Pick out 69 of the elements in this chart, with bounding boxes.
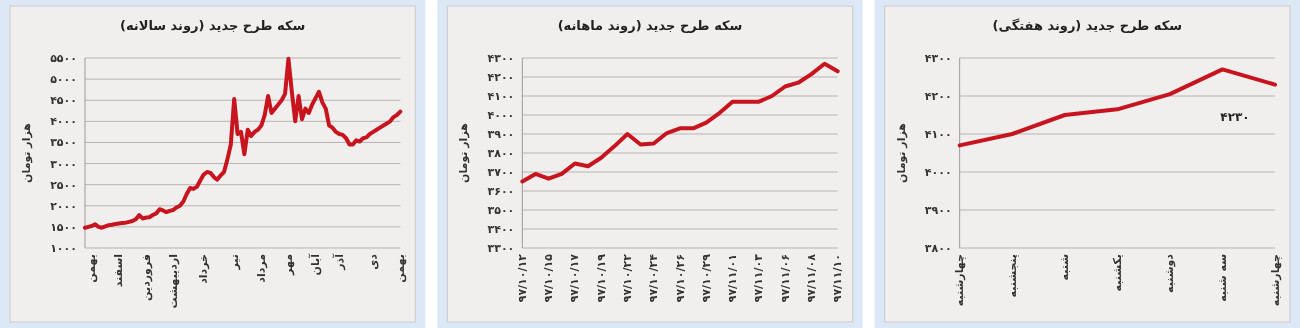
annotation: ۴۲۳۰ bbox=[1220, 109, 1250, 124]
x-tick-label: ۹۷/۱۰/۲۹ bbox=[699, 253, 713, 303]
y-tick-label: ۴۰۰۰ bbox=[487, 109, 515, 122]
chart-title: سکه طرح جدید (روند ماهانه) bbox=[557, 18, 743, 33]
x-tick-label: بهمن bbox=[85, 254, 99, 283]
x-tick-label: ۹۷/۱۰/۲۴ bbox=[647, 253, 661, 303]
y-tick-label: ۳۸۰۰ bbox=[487, 147, 515, 160]
x-tick-label: ۹۷/۱۱/۰۸ bbox=[804, 253, 818, 303]
line-series bbox=[520, 61, 840, 184]
y-tick-label: ۳۵۰۰ bbox=[487, 204, 515, 217]
x-tick-label: فروردین bbox=[139, 254, 153, 301]
y-tick-label: ۳۳۰۰ bbox=[487, 242, 515, 255]
x-tick-label: آبان bbox=[308, 253, 323, 276]
x-tick-label: اردیبهشت bbox=[166, 254, 180, 309]
chart-title: سکه طرح جدید (روند هفتگی) bbox=[992, 18, 1183, 33]
x-tick-label: پنجشنبه bbox=[1005, 254, 1019, 298]
x-tick-label: مرداد bbox=[254, 254, 268, 283]
x-tick-label: مهر bbox=[281, 254, 295, 276]
y-tick-label: ۳۹۰۰ bbox=[487, 128, 515, 141]
x-tick-label: اسفند bbox=[112, 254, 126, 288]
x-tick-label: ۹۷/۱۱/۰۳ bbox=[752, 253, 766, 303]
x-tick-label: ۹۷/۱۰/۲۶ bbox=[673, 254, 687, 303]
y-tick-label: ۴۰۰۰ bbox=[50, 115, 77, 129]
y-tick-label: ۳۸۰۰ bbox=[924, 242, 952, 255]
y-tick-label: ۴۳۰۰ bbox=[487, 52, 515, 65]
y-axis-title: هزار تومان bbox=[894, 123, 908, 183]
y-tick-label: ۳۹۰۰ bbox=[924, 204, 952, 217]
y-tick-label: ۳۴۰۰ bbox=[487, 223, 515, 236]
y-tick-label: ۳۵۰۰ bbox=[50, 136, 77, 150]
y-tick-label: ۴۲۰۰ bbox=[487, 71, 515, 84]
x-tick-label: ۹۷/۱۱/۱۰ bbox=[831, 254, 845, 303]
y-tick-label: ۳۰۰۰ bbox=[50, 157, 77, 171]
x-tick-label: ۹۷/۱۱/۰۶ bbox=[778, 254, 792, 303]
x-tick-label: ۹۷/۱۰/۱۹ bbox=[594, 253, 608, 303]
x-tick-label: شنبه bbox=[1058, 254, 1072, 281]
x-tick-label: ۹۷/۱۰/۱۲ bbox=[515, 253, 529, 303]
y-tick-label: ۱۵۰۰ bbox=[50, 220, 77, 234]
x-tick-label: ۹۷/۱۱/۰۱ bbox=[726, 254, 740, 303]
x-tick-label: خرداد bbox=[197, 254, 211, 284]
y-tick-label: ۴۰۰۰ bbox=[924, 166, 952, 179]
y-axis-title: هزار تومان bbox=[20, 123, 33, 183]
x-tick-label: ۹۷/۱۰/۲۲ bbox=[620, 253, 634, 303]
y-tick-label: ۴۱۰۰ bbox=[487, 90, 515, 103]
y-tick-label: ۴۱۰۰ bbox=[924, 128, 952, 141]
y-tick-label: ۴۵۰۰ bbox=[50, 94, 77, 108]
y-tick-label: ۵۵۰۰ bbox=[50, 52, 77, 65]
x-tick-label: آذر bbox=[331, 253, 346, 271]
y-tick-label: ۴۳۰۰ bbox=[924, 52, 952, 65]
x-tick-label: تیر bbox=[227, 254, 241, 271]
x-tick-label: یکشنبه bbox=[1110, 254, 1124, 292]
x-tick-label: چهارشنبه bbox=[953, 254, 967, 307]
y-tick-label: ۱۰۰۰ bbox=[50, 242, 77, 255]
y-tick-label: ۵۰۰۰ bbox=[50, 73, 77, 87]
x-tick-label: چهارشنبه bbox=[1268, 254, 1282, 307]
line-series bbox=[83, 56, 403, 230]
y-tick-label: ۳۶۰۰ bbox=[487, 185, 515, 198]
line-series bbox=[957, 67, 1277, 148]
x-tick-label: سه شنبه bbox=[1215, 254, 1229, 302]
x-tick-label: بهمن bbox=[393, 254, 407, 283]
y-axis-title: هزار تومان bbox=[457, 123, 471, 183]
x-tick-label: ۹۷/۱۰/۱۷ bbox=[568, 253, 582, 303]
y-tick-label: ۲۰۰۰ bbox=[50, 199, 77, 213]
chart-title: سکه طرح جدید (روند سالانه) bbox=[120, 18, 306, 33]
x-tick-label: ۹۷/۱۰/۱۵ bbox=[542, 253, 556, 303]
y-tick-label: ۳۷۰۰ bbox=[487, 166, 515, 179]
y-tick-label: ۲۵۰۰ bbox=[50, 178, 77, 192]
x-tick-label: دی bbox=[366, 253, 380, 270]
y-tick-label: ۴۲۰۰ bbox=[924, 90, 952, 103]
x-tick-label: دوشنبه bbox=[1163, 253, 1177, 293]
